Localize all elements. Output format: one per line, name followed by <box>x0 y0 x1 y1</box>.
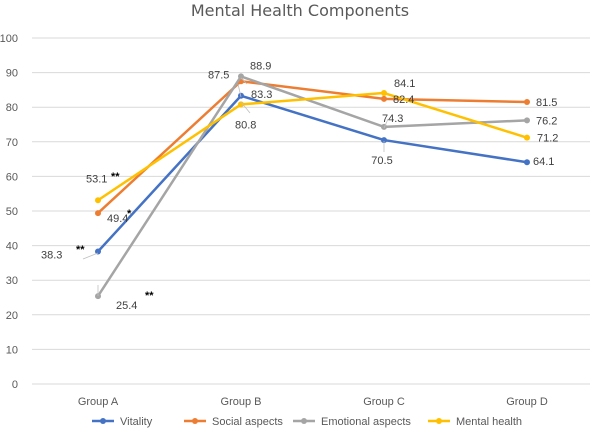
data-label: 80.8 <box>235 119 256 131</box>
data-point <box>95 293 101 300</box>
data-point <box>381 90 387 97</box>
data-label: 87.5 <box>208 69 229 81</box>
chart-title: Mental Health Components <box>191 1 409 20</box>
data-label: 53.1 <box>86 173 107 185</box>
data-point <box>238 101 244 108</box>
legend-item: Vitality <box>92 416 153 428</box>
data-label: 71.2 <box>537 133 558 145</box>
y-tick-label: 20 <box>6 310 18 322</box>
legend-item: Emotional aspects <box>293 416 411 428</box>
significance-marker: * <box>127 208 132 220</box>
legend: Vitality Social aspects Emotional aspects M… <box>92 416 522 428</box>
y-tick-label: 30 <box>6 275 18 287</box>
leader-line <box>383 118 389 129</box>
data-point <box>381 137 387 144</box>
series-line <box>97 91 528 202</box>
leader-line <box>82 252 99 260</box>
x-tick-label: Group B <box>221 396 262 408</box>
significance-marker: ** <box>76 244 85 256</box>
data-label: 25.4 <box>116 300 137 312</box>
legend-marker <box>100 418 106 424</box>
x-tick-label: Group C <box>363 396 405 408</box>
data-label: 88.9 <box>250 60 271 72</box>
data-label: 64.1 <box>533 156 554 168</box>
data-label: 76.2 <box>536 115 557 127</box>
data-label: 82.4 <box>393 94 414 106</box>
y-axis-ticks: 0 10 20 30 40 50 60 70 80 90 100 <box>0 33 18 391</box>
y-tick-label: 60 <box>6 171 18 183</box>
series-line <box>97 80 528 214</box>
y-tick-label: 10 <box>6 344 18 356</box>
data-label: 83.3 <box>251 89 272 101</box>
y-tick-label: 90 <box>6 68 18 80</box>
data-point <box>238 73 244 80</box>
data-point <box>524 134 530 141</box>
data-label: 84.1 <box>394 78 415 90</box>
data-point <box>95 210 101 217</box>
leader-line <box>237 83 242 98</box>
leader-line <box>240 101 251 114</box>
y-tick-label: 40 <box>6 241 18 253</box>
significance-marker: ** <box>111 171 120 183</box>
series-line <box>96 75 528 297</box>
legend-marker <box>436 418 442 424</box>
data-point <box>95 248 101 255</box>
legend-marker <box>301 418 307 424</box>
y-tick-label: 50 <box>6 206 18 218</box>
data-point <box>524 117 530 124</box>
significance-marker: ** <box>145 290 154 302</box>
leader-line <box>240 77 248 85</box>
data-point <box>524 99 530 106</box>
x-tick-label: Group D <box>506 396 548 408</box>
data-point <box>524 159 530 166</box>
legend-marker <box>192 418 198 424</box>
legend-item: Social aspects <box>184 416 283 428</box>
legend-label: Social aspects <box>212 416 283 428</box>
y-tick-label: 0 <box>12 379 18 391</box>
data-label: 70.5 <box>371 155 392 167</box>
y-tick-label: 70 <box>6 137 18 149</box>
gridlines <box>32 37 590 385</box>
series-lines <box>95 73 530 300</box>
legend-item: Mental health <box>428 416 522 428</box>
data-label: 81.5 <box>536 97 557 109</box>
x-axis-ticks: Group A Group B Group C Group D <box>78 396 548 408</box>
data-labels: 38.3 83.3 70.5 64.1 49.4 87.5 82.4 81.5 25.4 88.9… <box>41 60 558 312</box>
legend-label: Vitality <box>120 416 153 428</box>
data-label: 49.4 <box>107 213 128 225</box>
legend-label: Emotional aspects <box>321 416 411 428</box>
data-label: 74.3 <box>382 113 403 125</box>
data-point <box>95 197 101 204</box>
y-tick-label: 80 <box>6 102 18 114</box>
legend-label: Mental health <box>456 416 522 428</box>
series-line <box>97 94 528 253</box>
data-label: 38.3 <box>41 249 62 261</box>
data-point <box>381 95 387 102</box>
x-tick-label: Group A <box>78 396 119 408</box>
y-tick-label: 100 <box>0 33 18 45</box>
